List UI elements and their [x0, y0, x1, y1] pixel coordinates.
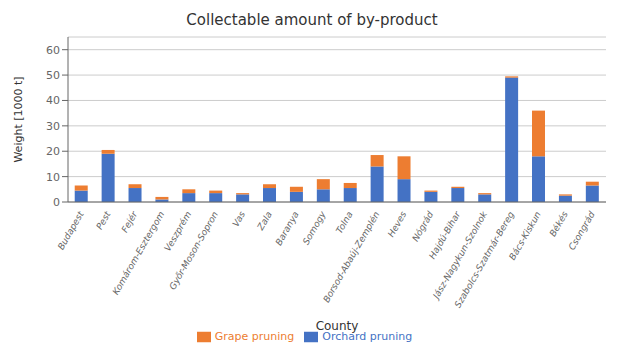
- svg-text:Veszprém: Veszprém: [162, 210, 193, 254]
- svg-text:Zala: Zala: [255, 210, 274, 233]
- svg-text:Somogy: Somogy: [301, 209, 328, 246]
- svg-text:Komárom-Esztergom: Komárom-Esztergom: [110, 210, 166, 297]
- svg-text:Weight [1000 t]: Weight [1000 t]: [12, 76, 25, 162]
- svg-text:60: 60: [46, 44, 60, 57]
- svg-text:Vas: Vas: [230, 209, 247, 228]
- svg-text:40: 40: [46, 94, 60, 107]
- svg-text:County: County: [316, 319, 359, 333]
- svg-text:Csongrád: Csongrád: [567, 209, 597, 251]
- html-text:Collectable amount of by-produ: Collectable amount of by-product: [186, 11, 438, 29]
- svg-text:0: 0: [53, 196, 60, 209]
- svg-text:Fejér: Fejér: [120, 209, 141, 235]
- svg-text:Jász-Nagykun-Szolnok: Jász-Nagykun-Szolnok: [431, 209, 490, 301]
- svg-text:Bács-Kiskun: Bács-Kiskun: [507, 209, 543, 261]
- svg-text:Győr-Moson-Sopron: Győr-Moson-Sopron: [167, 209, 220, 291]
- html-text:Grape pruning: Grape pruning: [214, 330, 295, 343]
- svg-text:Borsod-Abaúj-Zemplén: Borsod-Abaúj-Zemplén: [321, 209, 381, 304]
- svg-text:Baranya: Baranya: [273, 210, 300, 247]
- svg-text:Tolna: Tolna: [334, 210, 354, 235]
- svg-text:Nógrád: Nógrád: [410, 209, 435, 243]
- svg-text:10: 10: [46, 171, 60, 184]
- svg-text:Pest: Pest: [94, 209, 112, 231]
- svg-text:Heves: Heves: [386, 209, 409, 238]
- svg-text:Békés: Békés: [548, 209, 570, 238]
- svg-text:20: 20: [46, 145, 60, 158]
- svg-text:30: 30: [46, 120, 60, 133]
- svg-text:Szabolcs-Szatmár-Bereg: Szabolcs-Szatmár-Bereg: [453, 209, 517, 309]
- html-text:Orchard pruning: Orchard pruning: [322, 330, 413, 343]
- svg-text:Hajdú-Bihar: Hajdú-Bihar: [427, 209, 463, 261]
- svg-text:50: 50: [46, 69, 60, 82]
- svg-text:Budapest: Budapest: [56, 209, 86, 251]
